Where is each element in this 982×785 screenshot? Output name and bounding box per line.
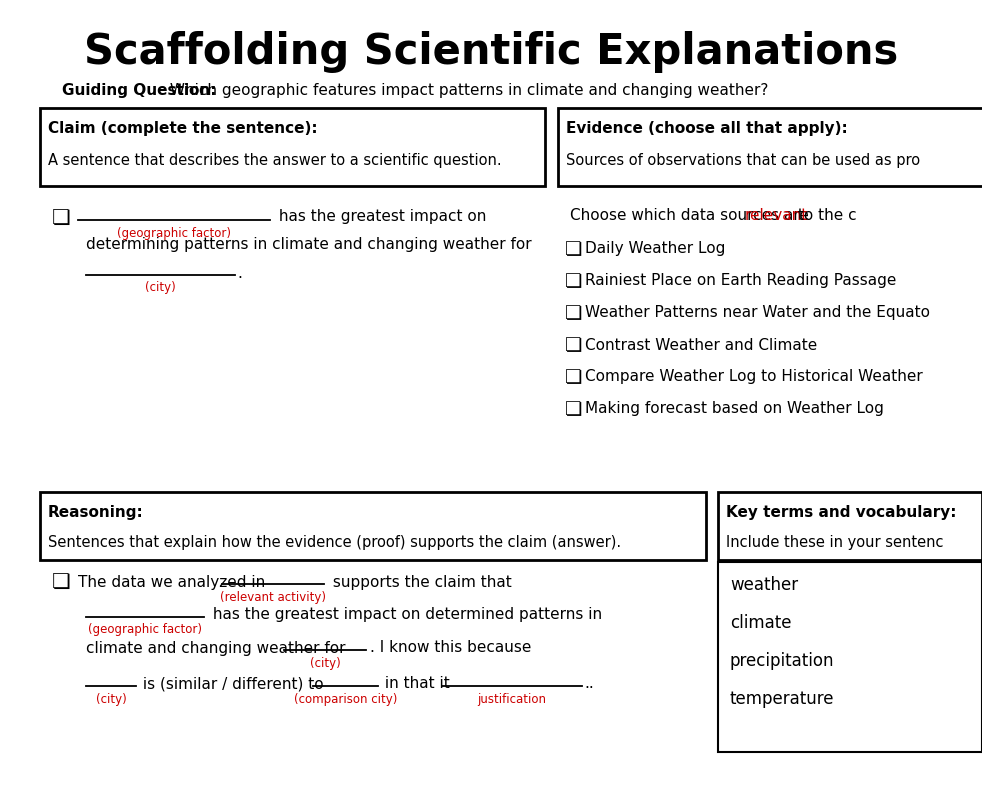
FancyBboxPatch shape [718, 562, 982, 752]
Text: Include these in your sentenc: Include these in your sentenc [726, 535, 944, 550]
Text: Daily Weather Log: Daily Weather Log [585, 242, 726, 257]
Text: Evidence (choose all that apply):: Evidence (choose all that apply): [566, 121, 847, 136]
Text: The data we analyzed in: The data we analyzed in [78, 575, 270, 590]
Text: (city): (city) [95, 692, 127, 706]
FancyBboxPatch shape [558, 108, 982, 186]
Text: Making forecast based on Weather Log: Making forecast based on Weather Log [585, 401, 884, 417]
Text: has the greatest impact on: has the greatest impact on [274, 209, 486, 224]
Text: weather: weather [730, 576, 798, 594]
Text: Compare Weather Log to Historical Weather: Compare Weather Log to Historical Weathe… [585, 370, 923, 385]
Text: Key terms and vocabulary:: Key terms and vocabulary: [726, 505, 956, 520]
Text: determining patterns in climate and changing weather for: determining patterns in climate and chan… [86, 238, 531, 253]
Text: Choose which data sources are: Choose which data sources are [570, 209, 814, 224]
Text: Sentences that explain how the evidence (proof) supports the claim (answer).: Sentences that explain how the evidence … [48, 535, 622, 550]
Text: climate: climate [730, 614, 791, 632]
Text: (relevant activity): (relevant activity) [220, 590, 326, 604]
Text: temperature: temperature [730, 690, 835, 708]
Text: (city): (city) [309, 656, 341, 670]
Text: relevant: relevant [745, 209, 808, 224]
Text: Claim (complete the sentence):: Claim (complete the sentence): [48, 121, 317, 136]
FancyBboxPatch shape [40, 492, 706, 560]
Text: (geographic factor): (geographic factor) [117, 227, 231, 239]
Text: to the c: to the c [793, 209, 856, 224]
Text: . I know this because: . I know this because [370, 641, 531, 655]
Text: (geographic factor): (geographic factor) [88, 623, 202, 637]
Text: Weather Patterns near Water and the Equato: Weather Patterns near Water and the Equa… [585, 305, 930, 320]
Text: (comparison city): (comparison city) [294, 692, 397, 706]
Text: ❏: ❏ [565, 337, 582, 356]
Text: is (similar / different) to: is (similar / different) to [138, 677, 329, 692]
Text: has the greatest impact on determined patterns in: has the greatest impact on determined pa… [208, 608, 602, 623]
Text: climate and changing weather for: climate and changing weather for [86, 641, 351, 655]
Text: Rainiest Place on Earth Reading Passage: Rainiest Place on Earth Reading Passage [585, 273, 897, 289]
Text: justification: justification [477, 692, 547, 706]
Text: ❏: ❏ [565, 400, 582, 419]
Text: A sentence that describes the answer to a scientific question.: A sentence that describes the answer to … [48, 152, 502, 167]
Text: Which geographic features impact patterns in climate and changing weather?: Which geographic features impact pattern… [165, 82, 768, 97]
Text: precipitation: precipitation [730, 652, 835, 670]
Text: Contrast Weather and Climate: Contrast Weather and Climate [585, 338, 817, 352]
Text: ❏: ❏ [565, 240, 582, 260]
Text: ❏: ❏ [565, 272, 582, 291]
FancyBboxPatch shape [718, 492, 982, 560]
Text: supports the claim that: supports the claim that [328, 575, 512, 590]
Text: ❏: ❏ [52, 208, 71, 228]
Text: (city): (city) [145, 282, 176, 294]
Text: .: . [237, 265, 242, 280]
Text: ..: .. [584, 677, 594, 692]
Text: ❏: ❏ [565, 305, 582, 323]
Text: ❏: ❏ [565, 368, 582, 388]
Text: Guiding Question:: Guiding Question: [62, 82, 216, 97]
Text: Sources of observations that can be used as pro: Sources of observations that can be used… [566, 152, 920, 167]
FancyBboxPatch shape [40, 108, 545, 186]
Text: Reasoning:: Reasoning: [48, 505, 143, 520]
Text: Scaffolding Scientific Explanations: Scaffolding Scientific Explanations [83, 31, 899, 73]
Text: in that it: in that it [380, 677, 455, 692]
Text: ❏: ❏ [52, 572, 71, 592]
